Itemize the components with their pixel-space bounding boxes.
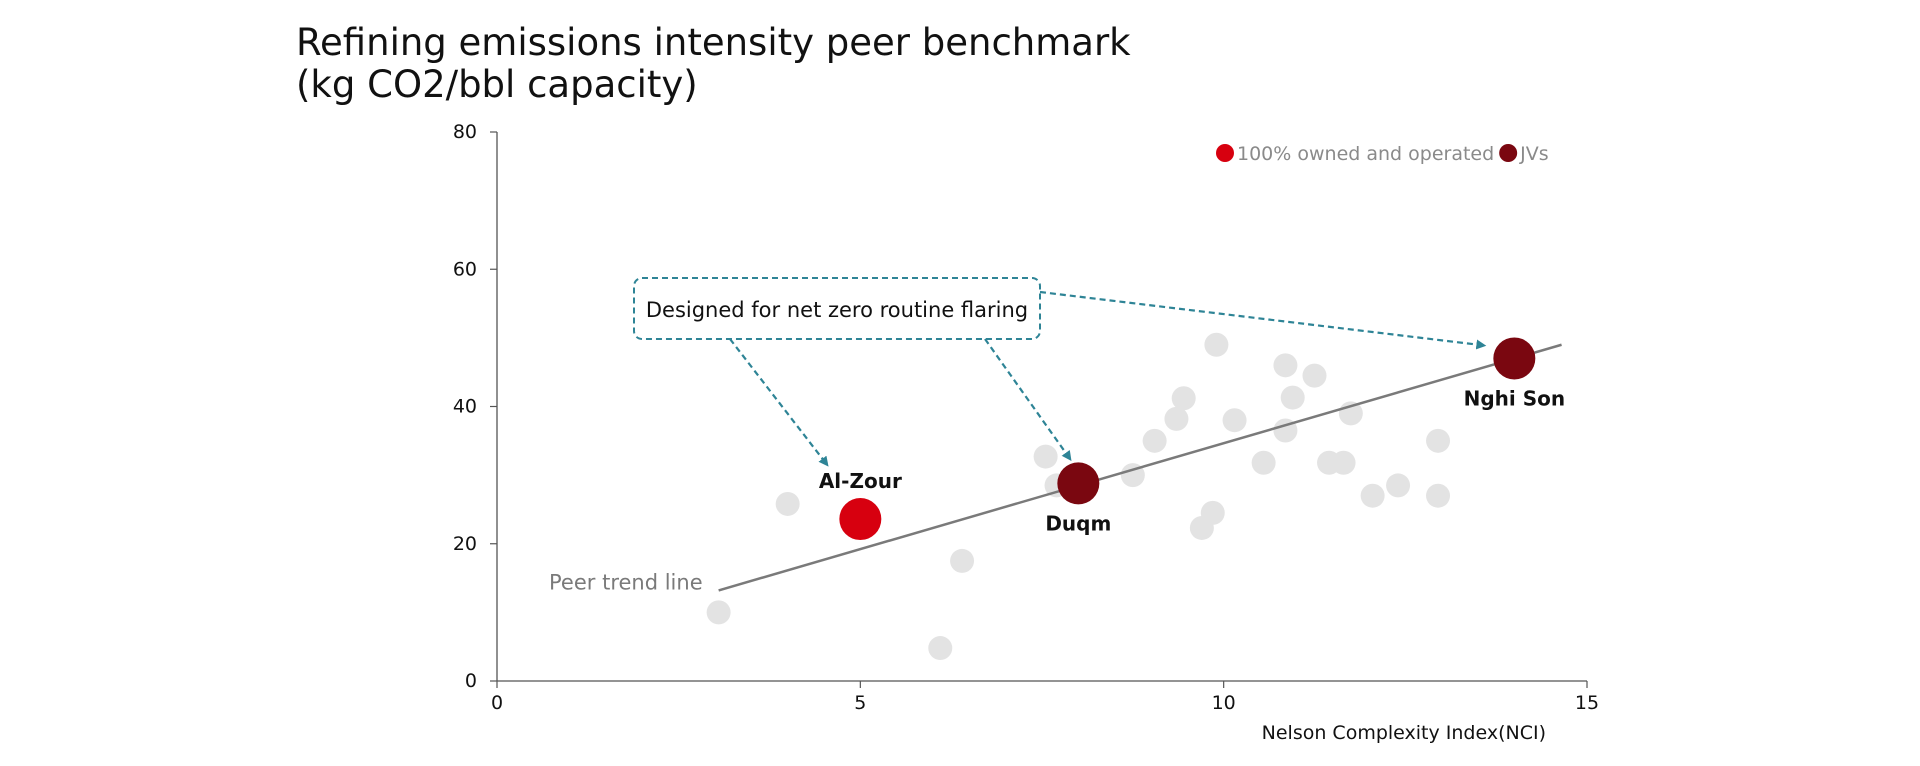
peer-point: [1273, 353, 1298, 378]
peer-point: [1426, 428, 1451, 453]
trend-line-label: Peer trend line: [549, 570, 703, 594]
annotation-arrow-duqm: [984, 338, 1072, 461]
peer-point: [1204, 332, 1229, 357]
peer-point: [1302, 363, 1327, 388]
peer-point: [1251, 450, 1276, 475]
legend-label: JVs: [1519, 143, 1549, 165]
annotation-box: [633, 277, 1041, 340]
annotation-text: Designed for net zero routine flaring: [646, 298, 1028, 322]
refinery-label-duqm: Duqm: [1045, 511, 1111, 535]
annotation-arrow-nghi-son: [1039, 290, 1487, 350]
refinery-point-nghi-son: [1493, 337, 1536, 380]
refinery-label-nghi-son: Nghi Son: [1464, 386, 1566, 410]
x-tick-label: 5: [854, 692, 866, 714]
peer-point: [1200, 500, 1225, 525]
trend-line: [718, 343, 1562, 592]
y-tick-label: 0: [465, 670, 477, 692]
peer-point: [1033, 444, 1058, 469]
peer-point: [950, 548, 975, 573]
legend-label: 100% owned and operated: [1237, 143, 1494, 165]
peer-point: [1426, 483, 1451, 508]
y-tick-label: 60: [453, 258, 477, 280]
peer-point: [1386, 473, 1411, 498]
peer-point: [775, 491, 800, 516]
x-axis-label: Nelson Complexity Index(NCI): [1262, 722, 1546, 744]
peer-point: [1331, 450, 1356, 475]
chart-title: Refining emissions intensity peer benchm…: [296, 22, 1131, 106]
peer-point: [1164, 406, 1189, 431]
refinery-label-al-zour: Al-Zour: [819, 469, 902, 493]
y-tick-label: 20: [453, 533, 477, 555]
peer-point: [1222, 408, 1247, 433]
refinery-point-al-zour: [839, 498, 882, 541]
annotation-arrow-al-zour: [729, 338, 829, 467]
legend-marker: [1499, 144, 1518, 162]
peer-point: [928, 636, 953, 661]
peer-point: [1360, 483, 1385, 508]
chart-title-line-1: Refining emissions intensity peer benchm…: [296, 21, 1131, 64]
y-tick-label: 80: [453, 121, 477, 143]
axes: 0 20 40 60 80 0 5 10 15: [453, 121, 1599, 714]
peer-point: [1171, 386, 1196, 411]
peer-point: [1280, 385, 1305, 410]
y-tick-label: 40: [453, 396, 477, 418]
x-tick-label: 10: [1212, 692, 1236, 714]
x-tick-label: 0: [491, 692, 503, 714]
annotation-group: Designed for net zero routine flaring: [633, 277, 1487, 467]
chart-title-line-2: (kg CO2/bbl capacity): [296, 63, 698, 106]
peer-point: [706, 600, 731, 625]
refinery-point-duqm: [1057, 462, 1100, 505]
peer-point: [1142, 428, 1167, 453]
legend: 100% owned and operated JVs: [1216, 143, 1549, 165]
trend-line-group: Peer trend line: [549, 343, 1562, 594]
legend-marker: [1216, 144, 1234, 162]
highlight-points: Al-Zour Duqm Nghi Son: [819, 337, 1566, 541]
peer-points: [706, 332, 1451, 661]
x-tick-label: 15: [1575, 692, 1599, 714]
